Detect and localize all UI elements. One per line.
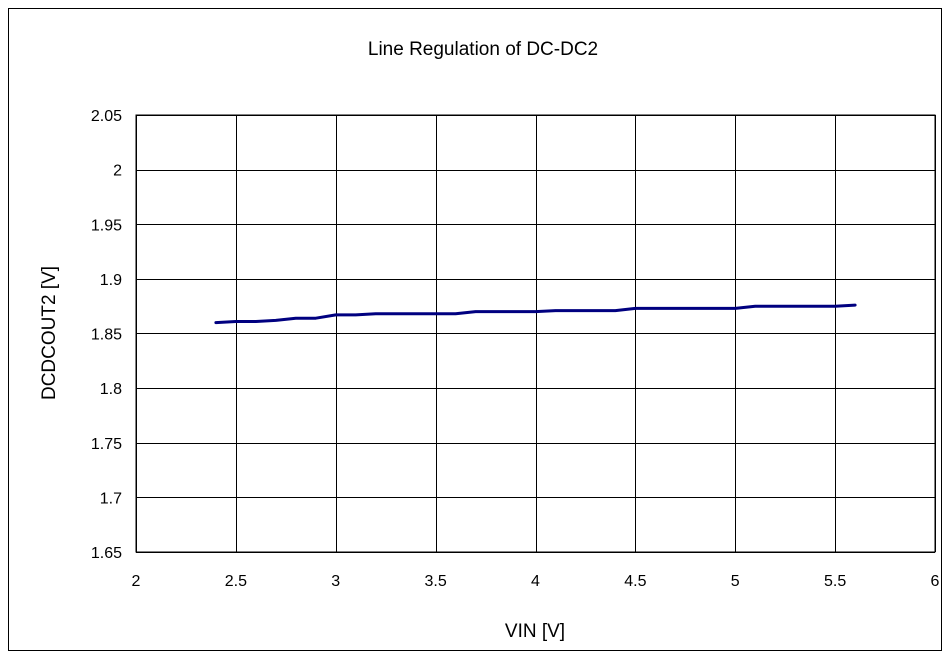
x-tick-label: 5	[731, 573, 740, 590]
x-axis-label: VIN [V]	[505, 621, 565, 642]
series-group	[214, 303, 857, 325]
y-tick-label: 1.75	[91, 436, 122, 453]
x-tick-label: 5.5	[824, 573, 846, 590]
y-axis-label: DCDCOUT2 [V]	[39, 266, 60, 400]
y-tick-label: 1.9	[100, 272, 122, 289]
grid	[136, 115, 936, 553]
y-tick-label: 1.85	[91, 327, 122, 344]
y-tick-label: 1.95	[91, 217, 122, 234]
x-tick-label: 3.5	[425, 573, 447, 590]
x-tick-label: 4	[531, 573, 540, 590]
x-tick-label: 2.5	[225, 573, 247, 590]
y-tick-label: 2	[113, 163, 122, 180]
x-tick-label: 3	[331, 573, 340, 590]
chart-title: Line Regulation of DC-DC2	[368, 39, 598, 60]
x-tick-labels: 2 2.5 3 3.5 4 4.5 5 5.5 6	[132, 573, 940, 590]
y-tick-label: 2.05	[91, 108, 122, 125]
x-tick-label: 6	[931, 573, 940, 590]
x-tick-label: 4.5	[624, 573, 646, 590]
x-tick-label: 2	[132, 573, 141, 590]
series-line	[214, 303, 857, 325]
y-tick-label: 1.65	[91, 545, 122, 562]
y-tick-label: 1.7	[100, 490, 122, 507]
y-tick-label: 1.8	[100, 381, 122, 398]
y-tick-labels: 1.65 1.7 1.75 1.8 1.85 1.9 1.95 2 2.05	[91, 108, 122, 562]
